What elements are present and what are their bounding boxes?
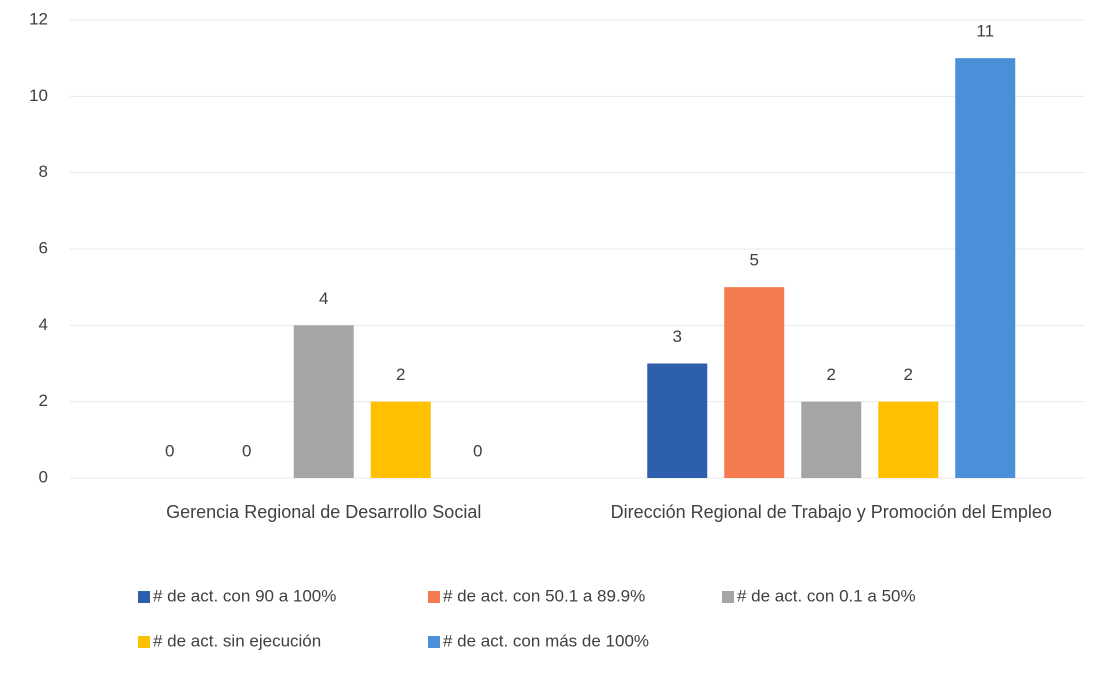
y-tick-label: 6 (39, 238, 48, 257)
legend-label: # de act. con más de 100% (443, 631, 649, 650)
bar (724, 287, 785, 478)
legend-swatch (428, 636, 440, 648)
data-label: 2 (827, 365, 836, 384)
data-label: 11 (976, 22, 994, 41)
y-tick-label: 10 (29, 86, 48, 105)
bar (955, 58, 1016, 479)
bar (370, 401, 431, 478)
legend-swatch (428, 591, 440, 603)
legend-swatch (722, 591, 734, 603)
y-tick-label: 4 (39, 315, 48, 334)
data-label: 0 (242, 441, 251, 460)
legend-label: # de act. sin ejecución (153, 631, 321, 650)
bar (801, 401, 862, 478)
legend-swatch (138, 591, 150, 603)
data-label: 2 (396, 365, 405, 384)
data-label: 0 (473, 441, 482, 460)
data-label: 0 (165, 441, 174, 460)
y-tick-label: 0 (39, 467, 48, 486)
bar (878, 401, 939, 478)
data-label: 2 (904, 365, 913, 384)
legend-swatch (138, 636, 150, 648)
bar (647, 363, 708, 478)
data-label: 4 (319, 289, 328, 308)
data-label: 3 (673, 327, 682, 346)
legend-label: # de act. con 0.1 a 50% (737, 586, 916, 605)
legend-label: # de act. con 90 a 100% (153, 586, 336, 605)
legend-label: # de act. con 50.1 a 89.9% (443, 586, 645, 605)
data-label: 5 (750, 251, 759, 270)
y-tick-label: 2 (39, 391, 48, 410)
x-tick-label: Gerencia Regional de Desarrollo Social (166, 502, 482, 522)
y-tick-label: 8 (39, 162, 48, 181)
x-tick-label: Dirección Regional de Trabajo y Promoció… (610, 502, 1052, 522)
bar (293, 325, 354, 478)
y-tick-label: 12 (29, 9, 48, 28)
